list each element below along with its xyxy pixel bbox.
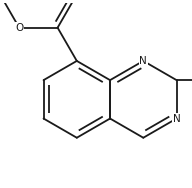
Text: O: O	[15, 23, 23, 33]
Text: N: N	[173, 114, 180, 124]
Text: N: N	[139, 56, 147, 66]
